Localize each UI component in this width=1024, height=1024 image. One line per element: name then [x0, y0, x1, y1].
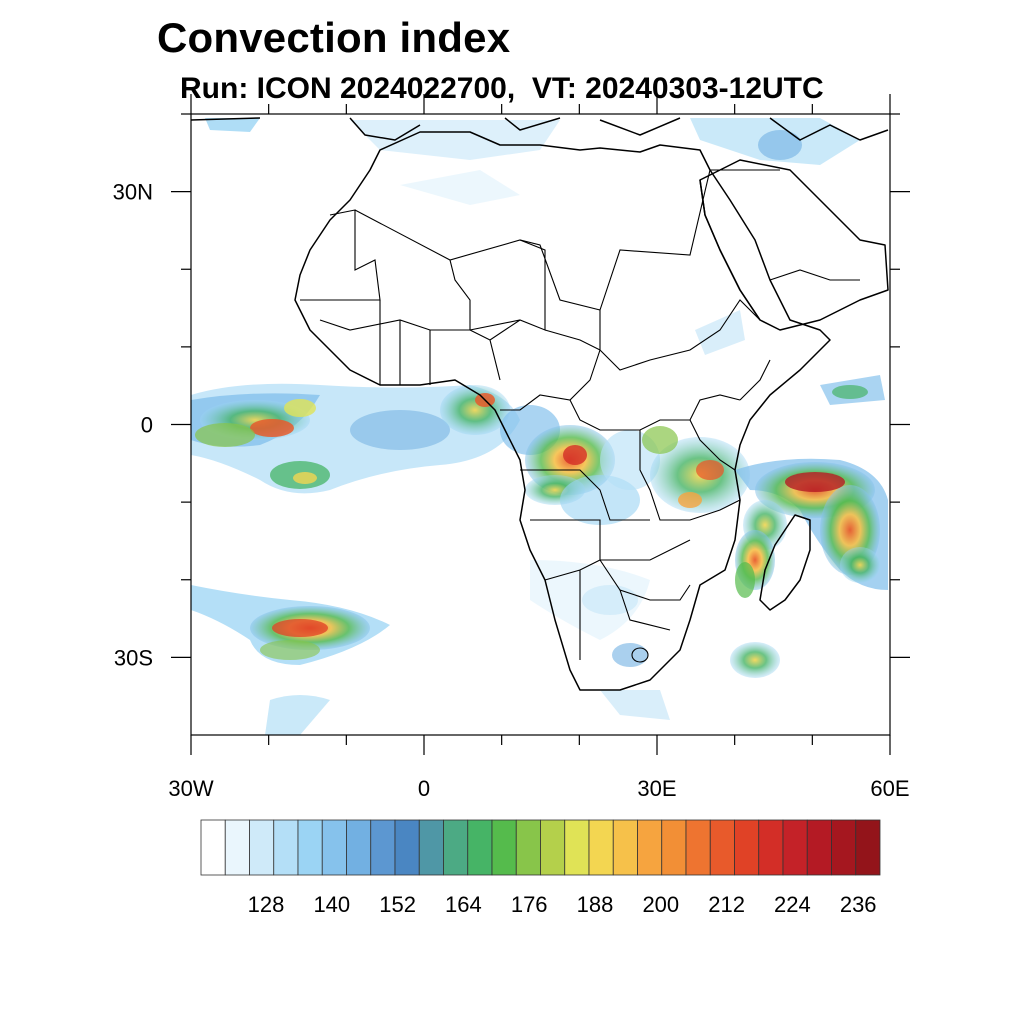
colorbar-label: 128 [248, 892, 285, 917]
colorbar-swatch [831, 819, 857, 876]
colorbar-swatch [249, 819, 275, 876]
colorbar-label: 212 [708, 892, 745, 917]
lon-tick-label: 30E [637, 776, 676, 801]
colorbar-label: 152 [379, 892, 416, 917]
colorbar-swatch [273, 819, 299, 876]
lon-tick-label: 60E [870, 776, 909, 801]
colorbar-label: 236 [840, 892, 877, 917]
colorbar-label: 188 [577, 892, 614, 917]
colorbar-swatch [297, 819, 323, 876]
lat-tick-label: 30N [113, 180, 153, 205]
colorbar-label: 200 [642, 892, 679, 917]
axis-ticks [171, 94, 910, 755]
colorbar-label: 224 [774, 892, 811, 917]
colorbar-label: 164 [445, 892, 482, 917]
colorbar-swatch [734, 819, 760, 876]
colorbar-swatch [661, 819, 687, 876]
colorbar-swatch [224, 819, 250, 876]
colorbar-swatch [758, 819, 784, 876]
convection-field [191, 118, 888, 735]
colorbar-swatch [515, 819, 541, 876]
colorbar-swatch [612, 819, 638, 876]
lon-tick-label: 30W [168, 776, 213, 801]
colorbar-swatch [588, 819, 614, 876]
lon-tick-label: 0 [418, 776, 430, 801]
lat-tick-label: 0 [141, 413, 153, 438]
colorbar-swatch [709, 819, 735, 876]
colorbar [200, 819, 881, 876]
country-borders [300, 149, 860, 663]
colorbar-swatch [200, 819, 226, 876]
colorbar-swatch [467, 819, 493, 876]
colorbar-label: 176 [511, 892, 548, 917]
colorbar-swatch [394, 819, 420, 876]
colorbar-swatch [855, 819, 881, 876]
colorbar-swatch [806, 819, 832, 876]
colorbar-swatch [346, 819, 372, 876]
colorbar-swatch [564, 819, 590, 876]
colorbar-swatch [491, 819, 517, 876]
colorbar-swatch [443, 819, 469, 876]
colorbar-swatch [370, 819, 396, 876]
colorbar-swatch [418, 819, 444, 876]
chart-subtitle: Run: ICON 2024022700, VT: 20240303-12UTC [180, 72, 824, 105]
colorbar-swatch [540, 819, 566, 876]
colorbar-swatch [321, 819, 347, 876]
axis-tick-labels: 30N 0 30S 30W 0 30E 60E [113, 180, 910, 801]
coastlines [191, 117, 889, 691]
colorbar-label: 140 [313, 892, 350, 917]
lat-tick-label: 30S [114, 645, 153, 670]
colorbar-swatch [782, 819, 808, 876]
colorbar-labels: 128 140 152 164 176 188 200 212 224 236 [248, 892, 877, 917]
colorbar-swatch [685, 819, 711, 876]
chart-title: Convection index [157, 14, 511, 61]
colorbar-swatch [637, 819, 663, 876]
